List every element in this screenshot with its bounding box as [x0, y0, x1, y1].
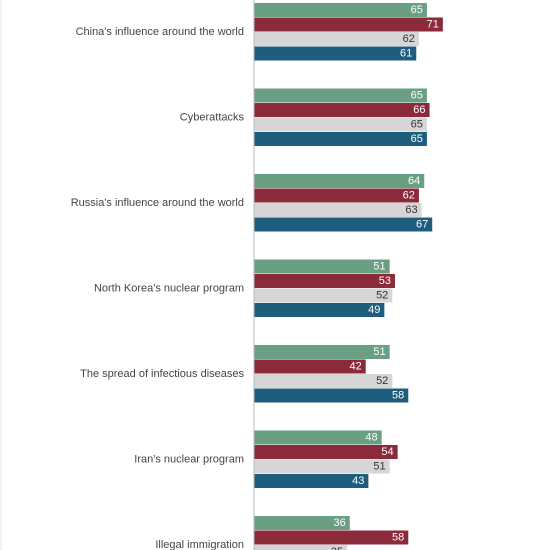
bar: [254, 345, 390, 359]
value-label: 36: [334, 517, 346, 529]
bar: [254, 374, 393, 388]
value-label: 61: [400, 48, 412, 60]
bar: [254, 117, 427, 132]
value-label: 65: [411, 119, 423, 131]
value-label: 51: [373, 461, 385, 473]
value-label: 63: [405, 204, 417, 216]
bar: [254, 359, 366, 374]
bar: [254, 516, 350, 530]
bar: [254, 459, 390, 474]
bar: [254, 217, 433, 232]
value-label: 43: [352, 475, 364, 487]
bar: [254, 17, 443, 32]
value-label: 52: [376, 375, 388, 387]
category-label: North Korea's nuclear program: [94, 282, 244, 294]
bar: [254, 545, 348, 550]
value-label: 58: [392, 390, 404, 402]
value-label: 52: [376, 290, 388, 302]
category-label: China's influence around the world: [76, 26, 244, 38]
value-label: 65: [411, 4, 423, 16]
bar: [254, 174, 425, 188]
category-label: Cyberattacks: [180, 111, 245, 123]
value-label: 53: [379, 275, 391, 287]
category-label: The spread of infectious diseases: [80, 368, 244, 380]
value-label: 65: [411, 133, 423, 145]
category-label: Iran's nuclear program: [134, 453, 244, 465]
bar: [254, 3, 427, 17]
bar: [254, 388, 409, 403]
category-label: Russia's influence around the world: [71, 197, 244, 209]
bar: [254, 46, 417, 61]
bar: [254, 445, 398, 459]
value-label: 64: [408, 175, 420, 187]
category-label: Illegal immigration: [155, 539, 244, 550]
value-label: 51: [373, 346, 385, 358]
value-label: 54: [381, 446, 393, 458]
bar: [254, 430, 382, 445]
bar: [254, 103, 430, 117]
bar: [254, 303, 385, 317]
bar: [254, 274, 395, 288]
bar: [254, 259, 390, 274]
value-label: 62: [403, 190, 415, 202]
value-label: 71: [427, 19, 439, 31]
bar: [254, 288, 393, 303]
bar: [254, 474, 369, 488]
value-label: 51: [373, 261, 385, 273]
value-label: 49: [368, 304, 380, 316]
bar: [254, 203, 422, 217]
value-label: 35: [331, 546, 343, 550]
bar: [254, 88, 427, 103]
value-label: 67: [416, 219, 428, 231]
value-label: 48: [365, 432, 377, 444]
bar: [254, 530, 409, 545]
value-label: 66: [413, 104, 425, 116]
value-label: 58: [392, 532, 404, 544]
value-label: 65: [411, 90, 423, 102]
bar: [254, 132, 427, 146]
bar: [254, 32, 419, 46]
value-label: 42: [349, 361, 361, 373]
bar: [254, 188, 419, 203]
value-label: 62: [403, 33, 415, 45]
